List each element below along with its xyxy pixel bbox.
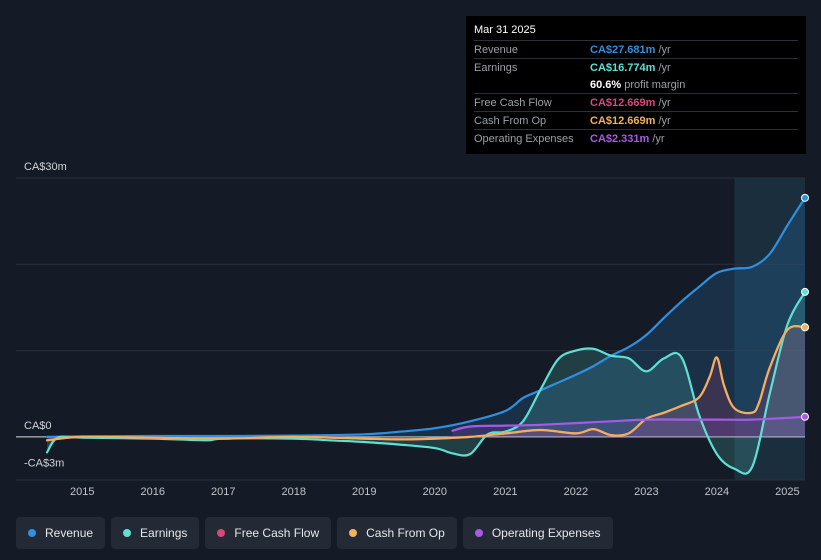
tooltip-label: Earnings [474,61,518,74]
tooltip-row-revenue: Revenue CA$27.681m /yr [474,40,798,58]
cash-from-op-line [45,325,807,442]
legend-dot-icon [28,529,36,537]
tooltip-label: Revenue [474,43,519,56]
series-endpoints [801,193,809,421]
y-tick-label: -CA$3m [24,458,64,470]
x-tick-label: 2023 [634,486,658,498]
y-tick-label: CA$0 [24,420,52,432]
profit-margin-value: 60.6% [590,78,622,91]
series-lines [45,196,807,475]
x-tick-label: 2020 [423,486,447,498]
tooltip-value: CA$12.669m [590,96,656,109]
tooltip-label: Cash From Op [474,114,547,127]
x-tick-label: 2018 [282,486,306,498]
tooltip-label: Free Cash Flow [474,96,552,109]
legend-item-revenue[interactable]: Revenue [16,517,106,549]
x-tick-label: 2021 [493,486,517,498]
revenue-endpoint [801,193,809,202]
revenue-area [47,197,805,437]
tooltip-unit: /yr [658,61,671,74]
operating-expenses-endpoint [801,412,809,421]
tooltip-unit: /yr [658,43,671,56]
chart-canvas: CA$30m CA$0 -CA$3m 2015 2016 2017 2018 2019 202… [16,161,809,498]
data-tooltip: Mar 31 2025 Revenue CA$27.681m /yr Earni… [466,16,806,154]
y-axis-labels: CA$30m CA$0 -CA$3m [24,161,67,470]
earnings-endpoint [801,287,809,296]
tooltip-label: Operating Expenses [474,132,574,145]
current-period-highlight [734,178,805,480]
tooltip-unit: /yr [652,132,665,145]
legend-item-operating-expenses[interactable]: Operating Expenses [462,517,613,549]
legend-dot-icon [217,529,226,537]
legend-item-earnings[interactable]: Earnings [111,517,200,549]
legend-dot-icon [123,529,132,537]
x-axis-labels: 2015 2016 2017 2018 2019 2020 2021 2022 2023 2024… [70,486,800,498]
tooltip-value: CA$12.669m [590,114,656,127]
x-tick-label: 2016 [141,486,165,498]
legend-label: Revenue [45,526,94,540]
revenue-line [45,196,807,438]
legend-label: Operating Expenses [491,526,601,540]
x-tick-label: 2025 [775,486,799,498]
tooltip-row-earnings: Earnings CA$16.774m /yr [474,58,798,76]
cash-from-op-endpoint [801,323,809,332]
x-tick-label: 2022 [564,486,588,498]
chart-legend: Revenue Earnings Free Cash Flow Cash Fro… [16,517,613,549]
tooltip-row-profit-margin: 60.6% profit margin [474,76,798,93]
x-tick-label: 2017 [211,486,235,498]
x-tick-label: 2015 [70,486,94,498]
tooltip-value: CA$27.681m [590,43,656,56]
tooltip-unit: /yr [658,114,671,127]
tooltip-row-free-cash-flow: Free Cash Flow CA$12.669m /yr [474,93,798,111]
tooltip-value: CA$16.774m [590,61,656,74]
legend-label: Free Cash Flow [234,526,320,540]
legend-label: Cash From Op [366,526,445,540]
operating-expenses-area [452,416,805,437]
y-tick-label: CA$30m [24,161,67,173]
legend-label: Earnings [140,526,188,540]
operating-expenses-line [451,415,807,432]
tooltip-row-operating-expenses: Operating Expenses CA$2.331m /yr [474,129,798,147]
legend-dot-icon [349,529,358,537]
free-cash-flow-area [47,326,805,441]
legend-dot-icon [474,529,483,537]
tooltip-value: CA$2.331m [590,132,650,145]
tooltip-date: Mar 31 2025 [474,24,536,36]
series-fills [47,197,805,474]
x-tick-label: 2019 [352,486,376,498]
gridlines [16,177,805,481]
legend-item-cash-from-op[interactable]: Cash From Op [337,517,457,549]
legend-item-free-cash-flow[interactable]: Free Cash Flow [205,517,332,549]
tooltip-unit: /yr [658,96,671,109]
earnings-area [47,291,805,474]
profit-margin-label: profit margin [624,78,686,91]
tooltip-row-cash-from-op: Cash From Op CA$12.669m /yr [474,111,798,129]
x-tick-label: 2024 [705,486,729,498]
